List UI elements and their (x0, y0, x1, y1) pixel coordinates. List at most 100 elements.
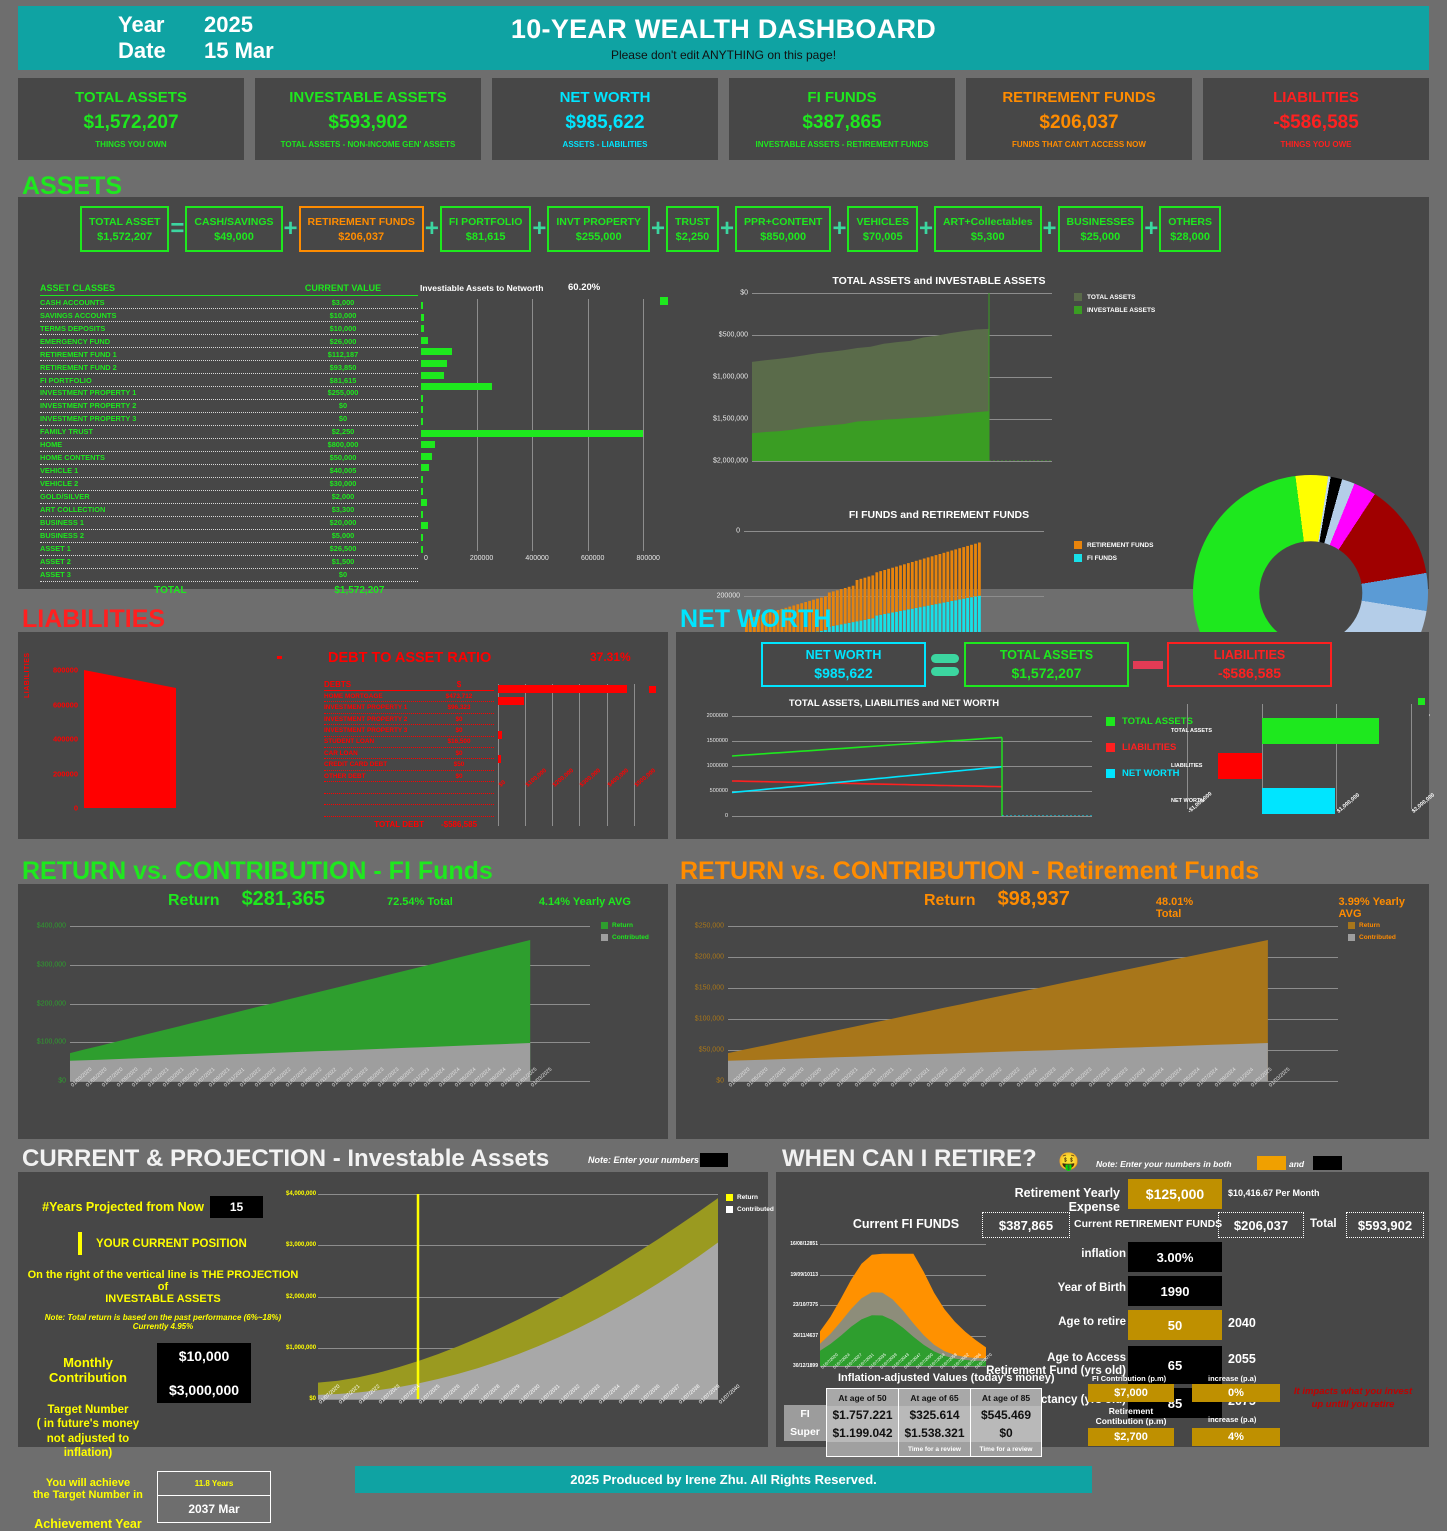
projection-desc-3: INVESTABLE ASSETS (105, 1293, 221, 1305)
asset-name: ASSET 3 (40, 570, 71, 580)
table-row: INVESTMENT PROPERTY 1 $96,323 (324, 702, 494, 714)
retire-row-input-3[interactable]: 65 (1128, 1346, 1222, 1384)
gridline (70, 1081, 590, 1082)
legend-item: LIABILITIES (1106, 742, 1193, 753)
col-amount: $ (456, 680, 462, 689)
kpi-note: FUNDS THAT CAN'T ACCESS NOW (1012, 140, 1146, 149)
eq-box-title: ART+Collectables (942, 215, 1033, 228)
bar (421, 394, 423, 402)
area-chart-title: TOTAL ASSETS and INVESTABLE ASSETS (832, 275, 1046, 287)
bar (421, 418, 423, 425)
gridline (318, 1194, 718, 1195)
gridline (318, 1296, 718, 1298)
networth-box-1: TOTAL ASSETS $1,572,207 (964, 642, 1129, 687)
table-row: ASSET 1 $26,500 (40, 543, 418, 556)
fi-chart-title: FI FUNDS and RETIREMENT FUNDS (848, 509, 1030, 521)
table-row: RETIREMENT FUND 2 $93,850 (40, 361, 418, 374)
kpi-label: LIABILITIES (1273, 89, 1359, 106)
asset-name: CASH ACCOUNTS (40, 297, 105, 307)
retire-row-input-0[interactable]: 3.00% (1128, 1242, 1222, 1272)
target-number-input[interactable]: $3,000,000 (168, 1382, 240, 1398)
monthly-contribution-input[interactable]: $10,000 (178, 1348, 230, 1364)
rc-fi-x-axis: 01/03/2020 01/05/2020 01/07/2020 01/09/2020… (70, 1067, 590, 1134)
eq-box-value: $49,000 (214, 230, 254, 243)
fi-contribution-input[interactable]: $7,000 (1088, 1384, 1174, 1402)
rc-ret-return-label: Return (924, 892, 976, 909)
eq-box-title: INVT PROPERTY (556, 215, 641, 228)
total-value: $1,572,207 (334, 584, 385, 596)
rc-ret-legend: Return Contributed (1348, 922, 1396, 946)
retirement-increase-input[interactable]: 4% (1192, 1428, 1280, 1446)
asset-value: $1,500 (331, 557, 355, 567)
inflation-adjusted-table: FI Super At age of 50 $1.757.221 $1.199.042 A… (784, 1388, 1042, 1457)
x-tick: $2,000,000 (1411, 792, 1436, 815)
retire-row-year-3: 2055 (1228, 1352, 1256, 1366)
bar (421, 464, 430, 472)
bar (421, 499, 427, 507)
legend-item: Return (726, 1194, 774, 1201)
projection-chart-plot (318, 1194, 718, 1400)
gridline (752, 461, 1052, 462)
debt-value: $50 (453, 761, 465, 769)
y-tick: $500,000 (718, 331, 748, 339)
eq-box-9: BUSINESSES $25,000 (1057, 206, 1144, 252)
retirement-expense-input[interactable]: $125,000 (1128, 1179, 1222, 1209)
years-projected-input[interactable]: 15 (210, 1196, 263, 1218)
table-row: STUDENT LOAN $16,500 (324, 737, 494, 748)
y-tick: 0 (73, 803, 78, 813)
asset-name: HOME CONTENTS (40, 453, 105, 463)
gridline (752, 335, 1052, 336)
bar (421, 371, 444, 379)
infl-cell: $0 (971, 1424, 1041, 1442)
rc-ret-header: Return $98,937 48.01% Total 3.99% Yearly… (676, 888, 1429, 920)
current-retirement-funds-value: $206,037 (1218, 1212, 1304, 1238)
asset-value: $3,300 (331, 505, 355, 515)
legend-item: Contributed (1348, 934, 1396, 941)
bar (421, 441, 435, 449)
y-tick: $200,000 (694, 953, 724, 961)
infl-cell: $1.199.042 (827, 1424, 898, 1442)
gridline (728, 957, 1338, 958)
kpi-value: $206,037 (1039, 112, 1119, 133)
infl-col-header: At age of 65 (899, 1389, 970, 1406)
rc-fi-legend: Return Contributed (601, 922, 649, 946)
table-row: INVESTMENT PROPERTY 2 $0 (40, 400, 418, 413)
gridline (476, 299, 478, 551)
year-label: Year (118, 12, 165, 37)
asset-name: EMERGENCY FUND (40, 336, 111, 346)
liabilities-legend-dot (277, 656, 282, 659)
fi-increase-input[interactable]: 0% (1192, 1384, 1280, 1402)
retire-row-input-1[interactable]: 1990 (1128, 1276, 1222, 1306)
networth-panel: NET WORTH $985,622 TOTAL ASSETS $1,572,207 L… (676, 632, 1436, 839)
y-tick: 26/11/4637 (793, 1332, 818, 1339)
retirement-increase-label: increase (p.a) (1208, 1415, 1257, 1424)
infl-cell: $545.469 (971, 1406, 1041, 1424)
rc-fi-panel: Return $281,365 72.54% Total 4.14% Yearl… (18, 884, 668, 1139)
table-row: INVESTMENT PROPERTY 3 $0 (324, 725, 494, 737)
y-tick: $1,000,000 (712, 373, 748, 381)
eq-operator-+: + (650, 215, 665, 242)
projection-note-swatch (700, 1153, 728, 1167)
asset-name: ART COLLECTION (40, 505, 106, 515)
retirement-contribution-input[interactable]: $2,700 (1088, 1428, 1174, 1446)
bar (498, 754, 501, 763)
empty-row (324, 782, 494, 794)
y-tick: $100,000 (694, 1015, 724, 1023)
retire-total-value: $593,902 (1346, 1212, 1424, 1238)
legend-item: FI FUNDS (1074, 554, 1153, 562)
bar (421, 476, 423, 483)
section-title-liabilities: LIABILITIES (22, 605, 166, 633)
impact-note: It impacts what you invest up untill you… (1293, 1386, 1413, 1410)
legend-label: Contributed (1359, 934, 1396, 941)
y-tick: 2000000 (706, 713, 728, 719)
debt-value: $0 (455, 715, 463, 723)
retire-row-input-2[interactable]: 50 (1128, 1310, 1222, 1340)
kpi-card-1: INVESTABLE ASSETS $593,902 TOTAL ASSETS … (255, 78, 481, 160)
gridline (752, 293, 1052, 294)
projection-inputs: #Years Projected from Now 15 YOUR CURREN… (24, 1176, 302, 1531)
y-tick: $50,000 (698, 1046, 724, 1054)
table-row: CAR LOAN $0 (324, 748, 494, 760)
rc-fi-return-value: $281,365 (241, 888, 325, 910)
date-label: Date (118, 38, 166, 63)
y-tick: 30/12/1899 (792, 1363, 818, 1369)
